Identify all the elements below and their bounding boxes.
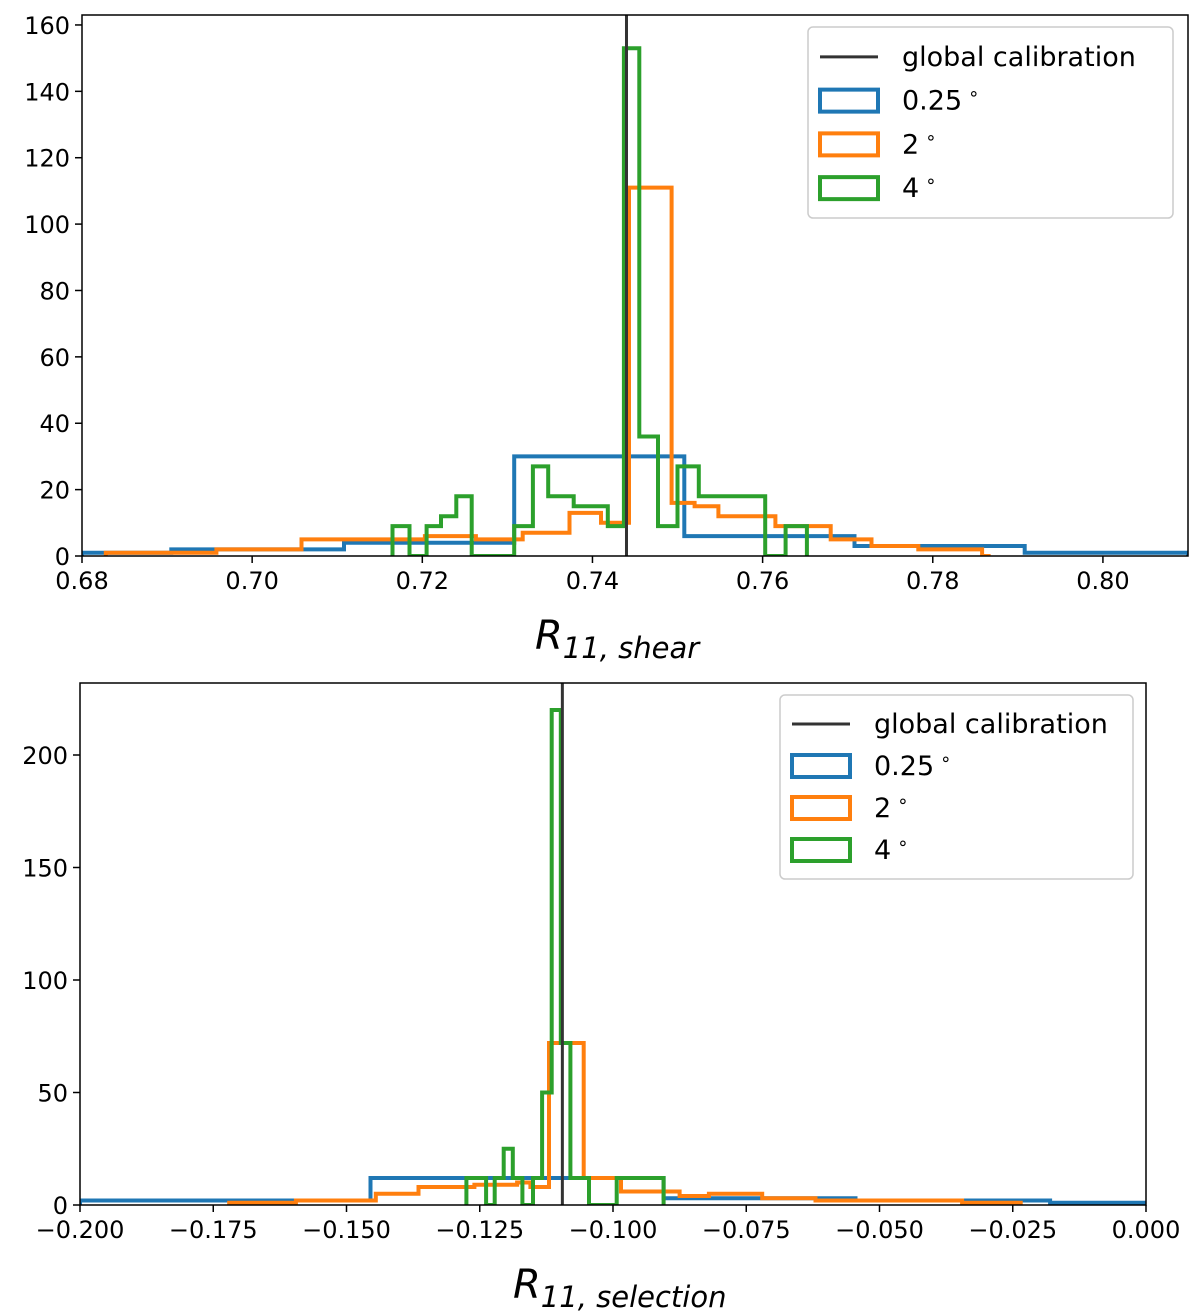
legend-label-degree: ∘ [897,791,908,812]
x-tick-label: −0.150 [302,1216,391,1244]
legend-label-2deg: 2 ∘ [902,127,936,160]
legend-label-value: 0.25 [902,86,962,117]
x-tick-label: −0.050 [835,1216,924,1244]
y-tick-label: 60 [39,344,70,372]
x-axis-label-main: R [535,613,563,659]
legend-label-global: global calibration [902,42,1136,73]
x-tick-label: 0.76 [736,567,789,595]
y-tick-label: 0 [53,1192,68,1220]
top-histogram-panel: 0.68 0.70 0.72 0.74 0.76 0.78 0.80 0 20 40 60 80 100… [24,12,1189,665]
y-tick-label: 40 [39,410,70,438]
y-tick-label: 140 [24,78,70,106]
legend-key-2deg [790,795,852,821]
x-axis-label: R11, shear [535,613,701,665]
x-tick-label: 0.80 [1076,567,1129,595]
x-tick-label: −0.200 [36,1216,125,1244]
x-axis-label-subscript: 11, shear [563,631,701,665]
y-tick-label: 160 [24,12,70,40]
x-tick-label: 0.74 [566,567,619,595]
x-tick-label: 0.70 [225,567,278,595]
y-tick-label: 150 [22,855,68,883]
legend-label-degree: ∘ [940,749,951,770]
plot-area [80,683,1146,1205]
legend-label-025: 0.25 ∘ [902,84,979,117]
x-tick-label: 0.72 [396,567,449,595]
legend-label-value: 4 [902,173,919,204]
bottom-histogram-panel: −0.200 −0.175 −0.150 −0.125 −0.100 −0.075 −0.0… [22,682,1181,1314]
x-axis-label-subscript: 11, selection [541,1280,727,1314]
legend-box [807,26,1174,219]
legend-key-4deg [790,837,852,863]
legend-key-025 [790,753,852,779]
legend-label-value: 2 [902,129,919,160]
histogram-series-025 [80,1176,1146,1205]
y-tick-label: 100 [24,211,70,239]
legend-key-025 [818,87,880,114]
legend-label-4deg: 4 ∘ [902,171,936,204]
x-tick-label: −0.025 [968,1216,1057,1244]
axes-frame [81,14,1189,557]
histogram-series-025 [82,454,1188,556]
x-axis-label-main: R [513,1262,541,1308]
legend-label-degree: ∘ [897,833,908,854]
y-tick-label: 120 [24,145,70,173]
x-tick-label: −0.125 [435,1216,524,1244]
legend-label-value: 2 [874,793,891,824]
histogram-series-4deg [464,708,666,1205]
x-tick-label: −0.175 [169,1216,258,1244]
x-tick-label: −0.100 [569,1216,658,1244]
legend-key-4deg [818,175,880,202]
legend-label-2deg: 2 ∘ [874,791,908,824]
legend-label-degree: ∘ [968,84,979,105]
legend-label-025: 0.25 ∘ [874,749,951,782]
histogram-series-2deg [227,1041,1023,1205]
x-tick-label: −0.075 [702,1216,791,1244]
x-tick-label: 0.78 [906,567,959,595]
legend-key-2deg [818,131,880,158]
x-axis-label: R11, selection [513,1262,726,1314]
y-tick-label: 50 [37,1080,68,1108]
y-tick-label: 100 [22,967,68,995]
y-tick-label: 20 [39,477,70,505]
legend-label-value: 0.25 [874,751,934,782]
y-tick-label: 200 [22,742,68,770]
legend-label-value: 4 [874,835,891,866]
legend-label-4deg: 4 ∘ [874,833,908,866]
legend-label-degree: ∘ [925,171,936,192]
y-tick-label: 0 [55,543,70,571]
legend-label-degree: ∘ [925,127,936,148]
y-tick-label: 80 [39,277,70,305]
plot-area [82,15,1188,556]
legend-box [779,694,1134,880]
histogram-series-4deg [390,46,809,556]
x-tick-label: 0.68 [55,567,108,595]
legend-label-global: global calibration [874,709,1108,740]
histogram-series-2deg [103,185,991,556]
x-tick-label: 0.000 [1112,1216,1181,1244]
